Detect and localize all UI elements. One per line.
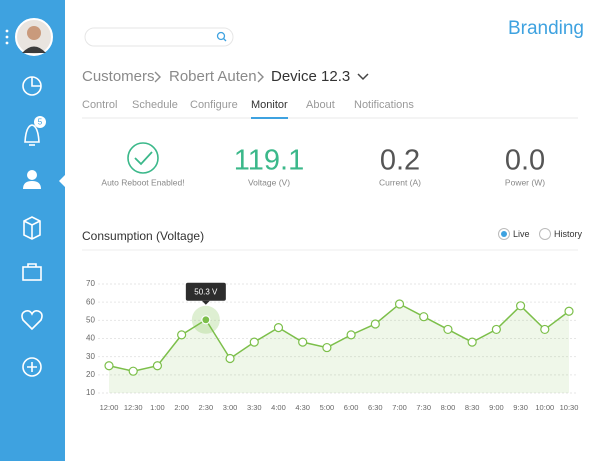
x-tick-label: 1:00 xyxy=(150,403,165,412)
tab[interactable]: Configure xyxy=(190,99,238,111)
breadcrumb-separator xyxy=(257,71,264,83)
point[interactable] xyxy=(515,301,526,311)
tooltip-label: 50.3 V xyxy=(194,287,218,296)
badge-count: 5 xyxy=(38,118,43,127)
x-tick-label: 3:00 xyxy=(223,403,238,412)
tooltip-arrow xyxy=(201,300,210,305)
search-icon-handle xyxy=(223,38,227,42)
point[interactable] xyxy=(370,319,380,329)
chart-title: Consumption (Voltage) xyxy=(82,229,204,243)
point[interactable] xyxy=(467,337,477,347)
radio-label[interactable]: History xyxy=(554,229,583,239)
y-tick-label: 20 xyxy=(86,370,95,379)
nav-user[interactable] xyxy=(23,170,41,189)
badge xyxy=(34,116,46,128)
point[interactable] xyxy=(419,312,429,322)
stat-label: Current (A) xyxy=(379,177,421,187)
status-icon xyxy=(127,142,159,174)
radio-live-dot xyxy=(501,231,507,237)
nav-devices[interactable] xyxy=(23,216,41,240)
nav-add[interactable] xyxy=(22,357,42,377)
point[interactable] xyxy=(152,361,163,371)
x-tick-label: 10:00 xyxy=(535,403,554,412)
status-label: Auto Reboot Enabled! xyxy=(101,177,184,187)
point[interactable] xyxy=(128,366,138,376)
point[interactable] xyxy=(177,330,187,340)
tab[interactable]: Notifications xyxy=(354,99,414,111)
x-tick-label: 9:00 xyxy=(489,403,504,412)
tab[interactable]: About xyxy=(306,99,335,111)
area xyxy=(109,303,569,393)
y-tick-label: 40 xyxy=(86,334,95,343)
point[interactable] xyxy=(443,324,453,335)
radio-history[interactable] xyxy=(539,228,551,240)
y-tick-label: 30 xyxy=(86,352,95,361)
stat-value: 0.0 xyxy=(505,145,545,177)
point[interactable] xyxy=(540,324,550,335)
point[interactable] xyxy=(394,299,405,309)
x-tick-label: 3:30 xyxy=(247,403,262,412)
x-tick-label: 6:00 xyxy=(344,403,359,412)
point[interactable] xyxy=(249,337,259,347)
point[interactable] xyxy=(201,315,211,325)
search-icon[interactable] xyxy=(216,31,226,41)
point[interactable] xyxy=(346,330,356,340)
x-tick-label: 12:00 xyxy=(100,403,119,412)
tab[interactable]: Monitor xyxy=(251,99,288,111)
search-box[interactable] xyxy=(84,27,234,47)
y-tick-label: 60 xyxy=(86,297,95,306)
x-tick-label: 9:30 xyxy=(513,403,528,412)
tooltip xyxy=(185,282,226,301)
breadcrumb-current: Device 12.3 xyxy=(271,68,350,85)
point[interactable] xyxy=(273,323,284,333)
brand: Branding xyxy=(508,18,584,39)
stat-label: Voltage (V) xyxy=(248,177,290,187)
point[interactable] xyxy=(491,324,501,335)
device-dropdown[interactable] xyxy=(357,73,369,81)
breadcrumb-item[interactable]: Customers xyxy=(82,68,155,85)
stat-label: Power (W) xyxy=(505,177,545,187)
point[interactable] xyxy=(322,342,332,353)
menu-dots xyxy=(5,29,9,45)
point[interactable] xyxy=(564,306,574,316)
nav-work[interactable] xyxy=(22,266,42,281)
y-tick-label: 50 xyxy=(86,315,95,324)
nav-icons xyxy=(21,76,43,377)
x-tick-label: 10:30 xyxy=(560,403,579,412)
point[interactable] xyxy=(225,353,235,364)
x-tick-label: 4:00 xyxy=(271,403,286,412)
x-tick-label: 7:00 xyxy=(392,403,407,412)
active-indicator xyxy=(59,175,65,187)
status-check xyxy=(134,151,153,166)
tab[interactable]: Control xyxy=(82,99,117,111)
point[interactable] xyxy=(298,337,308,347)
x-tick-label: 2:00 xyxy=(174,403,189,412)
tab[interactable]: Schedule xyxy=(132,99,178,111)
x-tick-label: 6:30 xyxy=(368,403,383,412)
radio-label[interactable]: Live xyxy=(513,229,530,239)
x-tick-label: 8:30 xyxy=(465,403,480,412)
breadcrumb-separator xyxy=(154,71,161,83)
x-tick-label: 8:00 xyxy=(441,403,456,412)
x-tick-label: 5:00 xyxy=(320,403,335,412)
breadcrumb-item[interactable]: Robert Auten xyxy=(169,68,257,85)
nav-favorites[interactable] xyxy=(21,310,43,331)
y-tick-label: 70 xyxy=(86,279,95,288)
x-tick-label: 4:30 xyxy=(295,403,310,412)
nav-alerts[interactable] xyxy=(24,124,40,143)
x-tick-label: 12:30 xyxy=(124,403,143,412)
point[interactable] xyxy=(104,361,114,371)
x-tick-label: 2:30 xyxy=(199,403,214,412)
avatar-face xyxy=(27,26,41,40)
x-tick-label: 7:30 xyxy=(416,403,431,412)
stat-value: 0.2 xyxy=(380,145,420,177)
avatar-body xyxy=(22,46,46,53)
y-tick-label: 10 xyxy=(86,388,95,397)
stat-value: 119.1 xyxy=(234,145,304,177)
